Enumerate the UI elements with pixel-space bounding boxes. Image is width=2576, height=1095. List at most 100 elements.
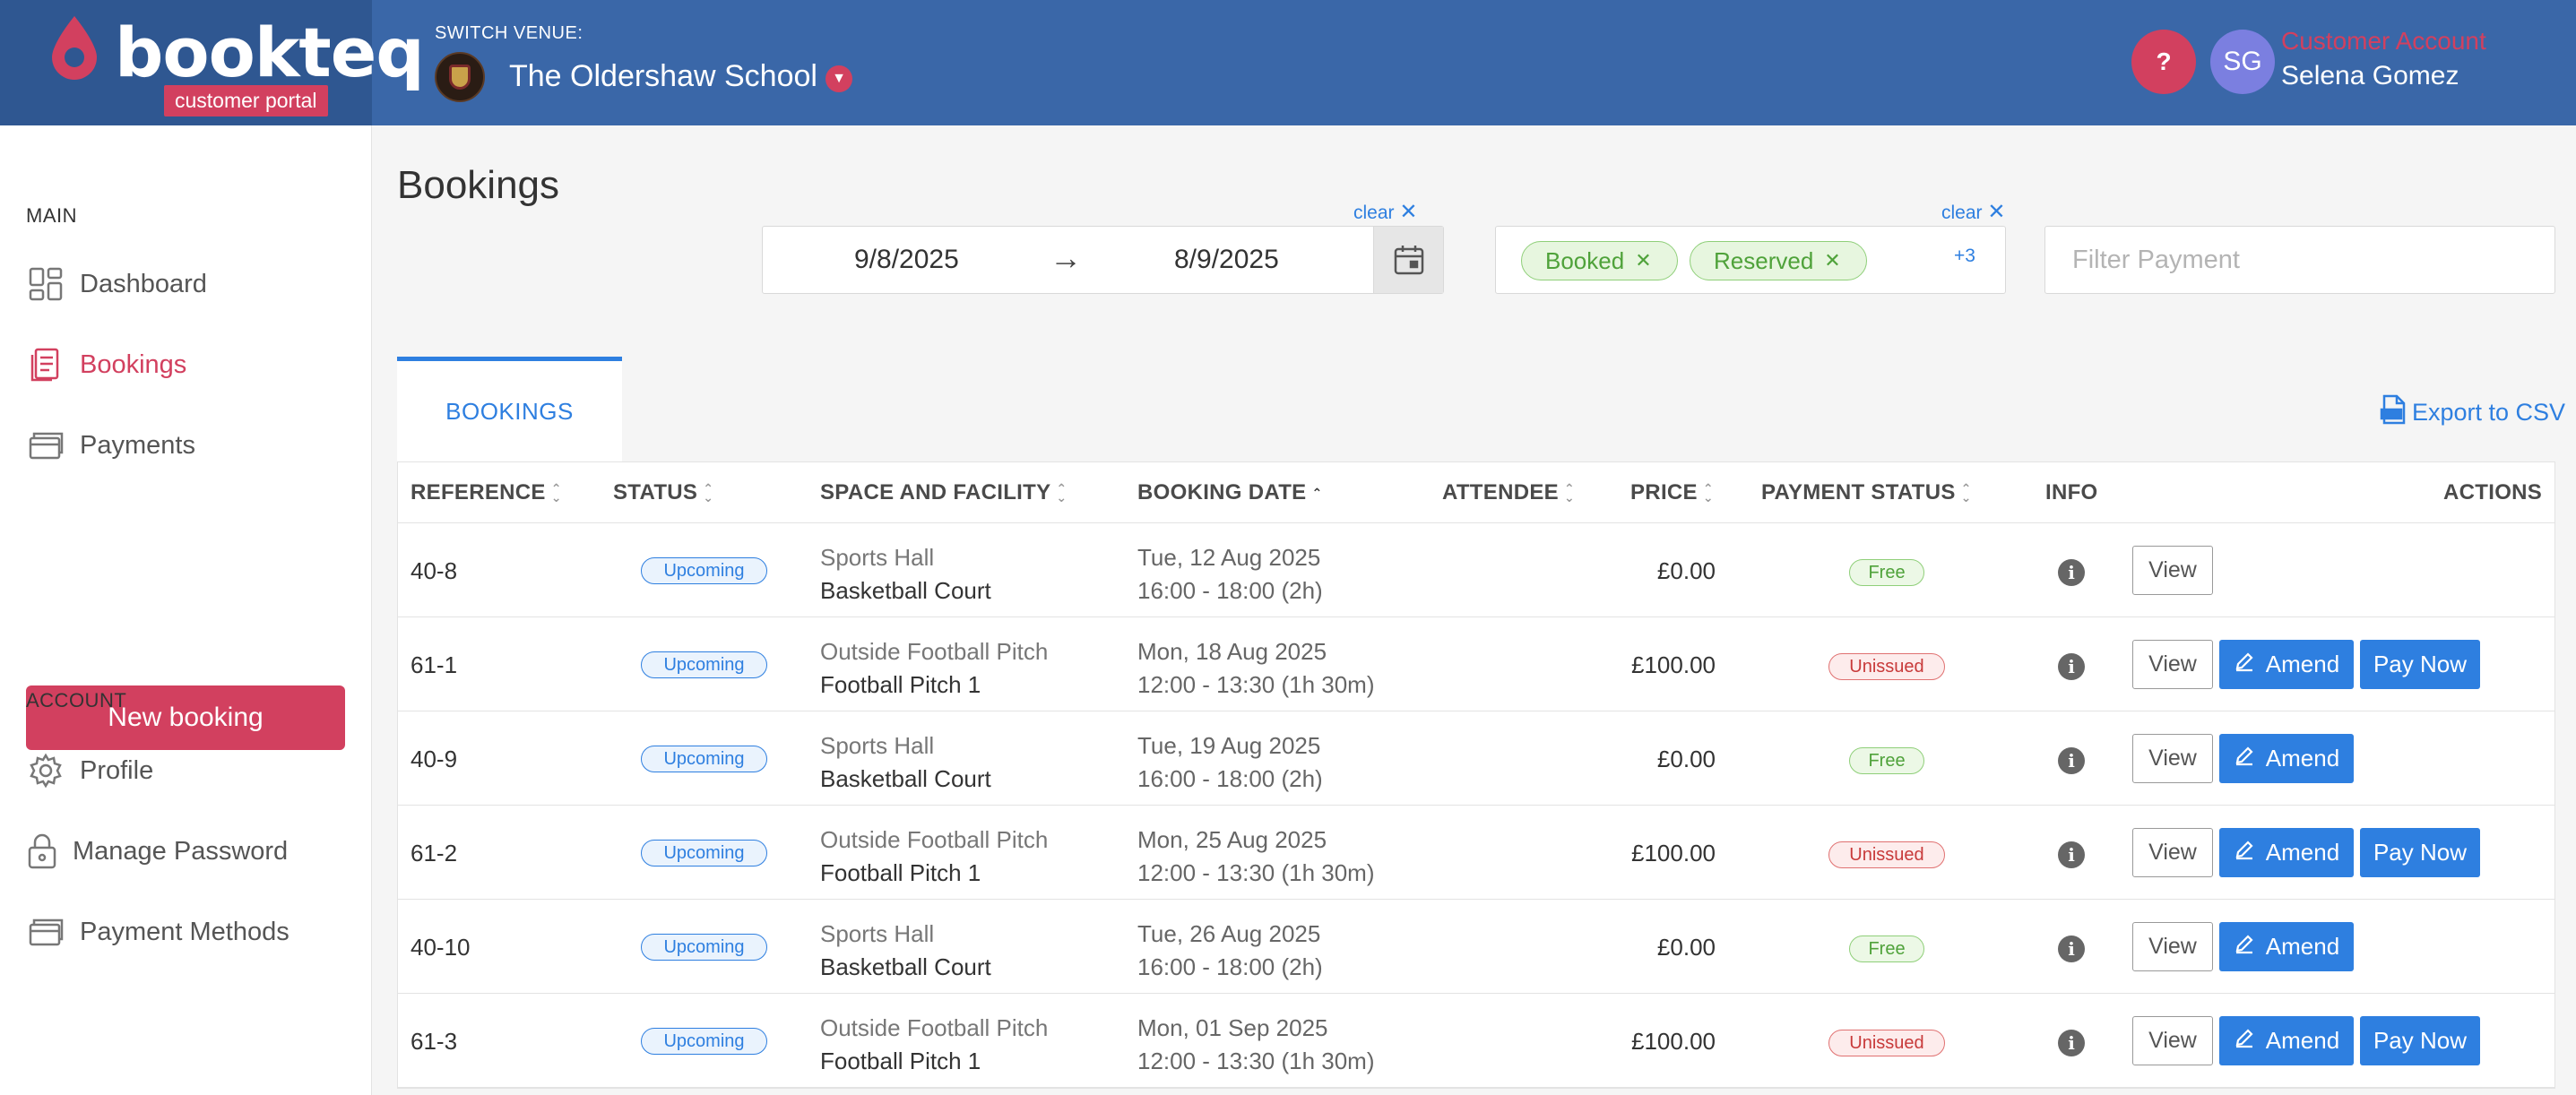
status-filter[interactable]: Booked ✕ Reserved ✕	[1495, 226, 2006, 294]
booking-date: Tue, 12 Aug 2025	[1137, 544, 1321, 571]
price-cell: £0.00	[1656, 557, 1716, 584]
status-badge: Upcoming	[641, 934, 767, 961]
table-row: 61-2 Upcoming Outside Football Pitch Footba…	[398, 806, 2554, 900]
sidebar-item-manage-password[interactable]: Manage Password	[26, 832, 288, 871]
sidebar-item-payment-methods[interactable]: Payment Methods	[26, 912, 290, 952]
card-icon	[26, 912, 65, 952]
amend-button[interactable]: Amend	[2219, 734, 2354, 783]
facility-name: Basketball Court	[820, 765, 991, 792]
date-from[interactable]: 9/8/2025	[854, 245, 959, 274]
sidebar-item-label: Payment Methods	[80, 917, 290, 946]
sort-icon: ⌃ ⌄	[1960, 481, 1972, 504]
sidebar-item-bookings[interactable]: Bookings	[26, 345, 186, 384]
close-icon: ✕	[1399, 200, 1418, 224]
account-name[interactable]: Selena Gomez	[2281, 61, 2459, 91]
sidebar-item-label: Payments	[80, 430, 195, 460]
sort-icon: ⌃ ⌄	[1702, 481, 1714, 504]
logo-area[interactable]: bookteq customer portal	[0, 0, 425, 125]
date-to[interactable]: 8/9/2025	[1174, 245, 1279, 274]
view-button[interactable]: View	[2132, 546, 2213, 595]
status-tag-booked[interactable]: Booked ✕	[1521, 241, 1678, 280]
help-button[interactable]: ?	[2131, 30, 2196, 94]
arrow-right-icon: →	[1050, 239, 1082, 276]
view-button[interactable]: View	[2132, 828, 2213, 877]
more-tags-count[interactable]: +3	[1954, 246, 1975, 266]
info-icon[interactable]: i	[2058, 1030, 2085, 1056]
space-name: Sports Hall	[820, 732, 935, 759]
space-name: Sports Hall	[820, 544, 935, 571]
new-booking-button[interactable]: New booking	[26, 685, 345, 750]
sort-icon: ⌃ ⌄	[1563, 481, 1575, 504]
sidebar-item-profile[interactable]: Profile	[26, 751, 153, 790]
column-header-price[interactable]: PRICE ⌃ ⌄	[1630, 480, 1714, 504]
sidebar-item-payments[interactable]: Payments	[26, 426, 195, 465]
reference-cell: 40-10	[411, 934, 471, 961]
info-icon[interactable]: i	[2058, 747, 2085, 774]
pencil-icon	[2234, 745, 2255, 772]
status-tag-reserved[interactable]: Reserved ✕	[1690, 241, 1867, 280]
remove-tag-icon[interactable]: ✕	[1824, 249, 1841, 272]
info-icon[interactable]: i	[2058, 559, 2085, 586]
tag-label: Reserved	[1714, 246, 1814, 274]
remove-tag-icon[interactable]: ✕	[1635, 249, 1652, 272]
payment-status-badge: Unissued	[1828, 841, 1945, 868]
info-icon[interactable]: i	[2058, 935, 2085, 962]
amend-button[interactable]: Amend	[2219, 828, 2354, 877]
facility-name: Basketball Court	[820, 953, 991, 980]
export-label: Export to CSV	[2412, 399, 2566, 426]
switch-venue-label: SWITCH VENUE:	[435, 23, 583, 43]
column-header-status[interactable]: STATUS ⌃ ⌄	[613, 480, 714, 504]
space-name: Outside Football Pitch	[820, 638, 1049, 665]
sidebar-item-label: Manage Password	[73, 836, 289, 866]
dashboard-icon	[26, 264, 65, 304]
pencil-icon	[2234, 839, 2255, 867]
pay-now-button[interactable]: Pay Now	[2360, 1016, 2480, 1065]
calendar-icon	[1394, 246, 1423, 275]
status-badge: Upcoming	[641, 840, 767, 867]
amend-button[interactable]: Amend	[2219, 640, 2354, 689]
info-icon[interactable]: i	[2058, 841, 2085, 868]
payment-status-badge: Unissued	[1828, 653, 1945, 680]
table-row: 61-3 Upcoming Outside Football Pitch Footba…	[398, 994, 2554, 1088]
payment-filter-input[interactable]	[2044, 226, 2555, 294]
bookteq-logo-icon	[52, 16, 97, 80]
booking-time: 16:00 - 18:00 (2h)	[1137, 577, 1323, 604]
pay-now-button[interactable]: Pay Now	[2360, 640, 2480, 689]
booking-date-cell: Tue, 12 Aug 2025 16:00 - 18:00 (2h)	[1137, 541, 1323, 608]
column-header-reference[interactable]: REFERENCE ⌃ ⌄	[411, 480, 562, 504]
booking-date: Tue, 19 Aug 2025	[1137, 732, 1321, 759]
calendar-button[interactable]	[1373, 227, 1443, 293]
venue-name[interactable]: The Oldershaw School	[509, 59, 817, 93]
facility-name: Football Pitch 1	[820, 671, 981, 698]
column-header-booking-date[interactable]: BOOKING DATE ⌃	[1137, 480, 1323, 504]
column-header-attendee[interactable]: ATTENDEE ⌃ ⌄	[1442, 480, 1575, 504]
date-clear-link[interactable]: clear ✕	[1353, 199, 1417, 225]
main-section-label: MAIN	[26, 204, 77, 227]
chevron-down-icon[interactable]: ▼	[826, 65, 852, 92]
pay-now-button[interactable]: Pay Now	[2360, 828, 2480, 877]
table-row: 40-8 Upcoming Sports Hall Basketball Court T…	[398, 523, 2554, 617]
venue-crest-icon	[435, 52, 485, 102]
column-header-space[interactable]: SPACE AND FACILITY ⌃ ⌄	[820, 480, 1068, 504]
status-badge: Upcoming	[641, 651, 767, 678]
booking-date-cell: Tue, 26 Aug 2025 16:00 - 18:00 (2h)	[1137, 918, 1323, 984]
space-name: Outside Football Pitch	[820, 826, 1049, 853]
info-icon[interactable]: i	[2058, 653, 2085, 680]
payment-status-badge: Unissued	[1828, 1030, 1945, 1056]
status-clear-link[interactable]: clear ✕	[1941, 199, 2005, 225]
column-header-payment-status[interactable]: PAYMENT STATUS ⌃ ⌄	[1761, 480, 1972, 504]
view-button[interactable]: View	[2132, 1016, 2213, 1065]
avatar[interactable]: SG	[2210, 30, 2275, 94]
amend-button[interactable]: Amend	[2219, 1016, 2354, 1065]
sidebar-item-dashboard[interactable]: Dashboard	[26, 264, 207, 304]
export-csv-link[interactable]: Export to CSV	[2380, 394, 2565, 431]
space-facility-cell: Outside Football Pitch Football Pitch 1	[820, 635, 1048, 702]
tab-bookings[interactable]: BOOKINGS	[397, 357, 622, 461]
date-range-filter[interactable]: 9/8/2025 → 8/9/2025	[762, 226, 1444, 294]
pencil-icon	[2234, 651, 2255, 678]
view-button[interactable]: View	[2132, 922, 2213, 971]
amend-button[interactable]: Amend	[2219, 922, 2354, 971]
view-button[interactable]: View	[2132, 640, 2213, 689]
view-button[interactable]: View	[2132, 734, 2213, 783]
sort-icon: ⌃ ⌄	[1056, 481, 1068, 504]
